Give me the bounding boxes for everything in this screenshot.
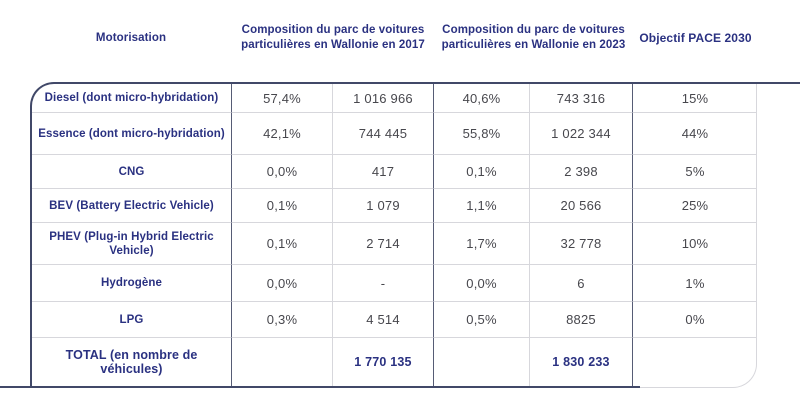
cell-objectif-2030: 1% xyxy=(633,265,757,302)
cell-count-2017: 417 xyxy=(333,155,434,189)
cell-pct-2023: 1,1% xyxy=(434,189,530,223)
cell-count-2023: 743 316 xyxy=(530,84,633,113)
cell-objectif-2030 xyxy=(633,338,757,386)
cell-pct-2017: 0,0% xyxy=(232,265,333,302)
cell-objectif-2030: 44% xyxy=(633,113,757,155)
cell-objectif-2030: 15% xyxy=(633,84,757,113)
bottom-border-line xyxy=(0,386,640,388)
cell-pct-2023: 1,7% xyxy=(434,223,530,265)
column-header-objectif-pace-2030: Objectif PACE 2030 xyxy=(639,30,752,45)
cell-count-2023: 2 398 xyxy=(530,155,633,189)
cell-motorisation-label: Diesel (dont micro-hybridation) xyxy=(32,84,232,113)
cell-objectif-2030: 0% xyxy=(633,302,757,338)
cell-pct-2017: 57,4% xyxy=(232,84,333,113)
cell-count-2023: 1 022 344 xyxy=(530,113,633,155)
cell-motorisation-label: PHEV (Plug-in Hybrid Electric Vehicle) xyxy=(32,223,232,265)
cell-count-2017: 1 770 135 xyxy=(333,338,434,386)
cell-count-2023: 20 566 xyxy=(530,189,633,223)
cell-objectif-2030: 25% xyxy=(633,189,757,223)
cell-pct-2023: 55,8% xyxy=(434,113,530,155)
cell-count-2017: 1 016 966 xyxy=(333,84,434,113)
cell-count-2017: 1 079 xyxy=(333,189,434,223)
column-header-composition-2023: Composition du parc de voitures particul… xyxy=(441,24,626,51)
cell-count-2017: 4 514 xyxy=(333,302,434,338)
cell-pct-2023: 40,6% xyxy=(434,84,530,113)
cell-pct-2017: 42,1% xyxy=(232,113,333,155)
cell-pct-2017: 0,1% xyxy=(232,223,333,265)
cell-pct-2017 xyxy=(232,338,333,386)
cell-motorisation-label: Hydrogène xyxy=(32,265,232,302)
cell-count-2023: 6 xyxy=(530,265,633,302)
cell-objectif-2030: 5% xyxy=(633,155,757,189)
cell-pct-2023: 0,0% xyxy=(434,265,530,302)
cell-pct-2023: 0,5% xyxy=(434,302,530,338)
cell-motorisation-label: LPG xyxy=(32,302,232,338)
cell-pct-2017: 0,1% xyxy=(232,189,333,223)
cell-pct-2023: 0,1% xyxy=(434,155,530,189)
cell-motorisation-label: BEV (Battery Electric Vehicle) xyxy=(32,189,232,223)
cell-motorisation-label: TOTAL (en nombre de véhicules) xyxy=(32,338,232,386)
cell-count-2017: - xyxy=(333,265,434,302)
column-header-motorisation: Motorisation xyxy=(95,31,167,44)
cell-objectif-2030: 10% xyxy=(633,223,757,265)
cell-pct-2017: 0,3% xyxy=(232,302,333,338)
cell-count-2023: 8825 xyxy=(530,302,633,338)
cell-pct-2017: 0,0% xyxy=(232,155,333,189)
column-header-composition-2017: Composition du parc de voitures particul… xyxy=(241,24,425,51)
cell-motorisation-label: Essence (dont micro-hybridation) xyxy=(32,113,232,155)
motorisation-table: Diesel (dont micro-hybridation) 57,4% 1 … xyxy=(32,84,757,386)
cell-count-2017: 2 714 xyxy=(333,223,434,265)
cell-count-2017: 744 445 xyxy=(333,113,434,155)
top-border-line xyxy=(754,82,800,84)
cell-motorisation-label: CNG xyxy=(32,155,232,189)
cell-count-2023: 1 830 233 xyxy=(530,338,633,386)
cell-count-2023: 32 778 xyxy=(530,223,633,265)
cell-pct-2023 xyxy=(434,338,530,386)
